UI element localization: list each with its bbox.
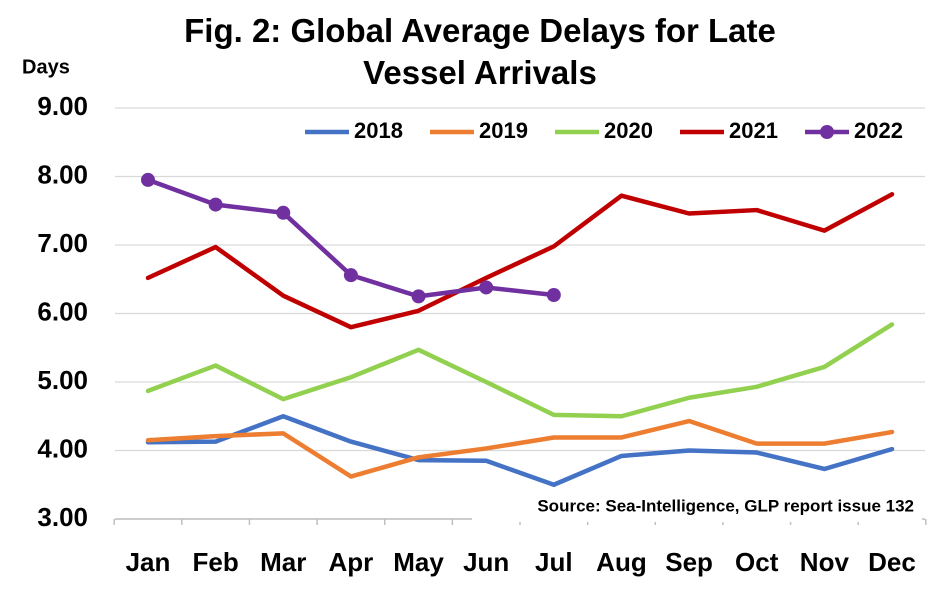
series-marker xyxy=(411,289,426,304)
series-marker xyxy=(208,197,223,212)
y-tick-label: 5.00 xyxy=(37,365,88,395)
series-marker xyxy=(546,288,561,303)
x-tick-label: Feb xyxy=(193,547,239,577)
y-tick-label: 8.00 xyxy=(37,159,88,189)
x-tick-label: Oct xyxy=(735,547,779,577)
x-tick-label: Nov xyxy=(800,547,850,577)
x-tick-label: Aug xyxy=(596,547,647,577)
series-line xyxy=(145,322,895,419)
y-tick-label: 4.00 xyxy=(37,433,88,463)
x-tick-label: Dec xyxy=(868,547,916,577)
series-line xyxy=(145,414,895,487)
x-tick-label: Mar xyxy=(260,547,306,577)
x-tick-label: Jun xyxy=(463,547,509,577)
legend-label: 2022 xyxy=(854,118,903,143)
annotation: Source: Sea-Intelligence, GLP report iss… xyxy=(537,496,914,515)
series-line xyxy=(145,192,895,330)
x-tick-label: Jul xyxy=(535,547,573,577)
legend-label: 2018 xyxy=(354,118,403,143)
series-line xyxy=(145,418,895,479)
legend-label: 2019 xyxy=(479,118,528,143)
series-marker xyxy=(479,280,494,295)
series-marker xyxy=(276,205,291,220)
y-axis-label: Days xyxy=(22,56,70,78)
x-tick-label: Sep xyxy=(665,547,713,577)
x-tick-label: Apr xyxy=(329,547,374,577)
series-marker xyxy=(343,268,358,283)
y-tick-label: 6.00 xyxy=(37,296,88,326)
annotation-bg xyxy=(472,492,922,522)
legend-marker xyxy=(820,125,834,139)
legend-label: 2020 xyxy=(604,118,653,143)
y-tick-label: 3.00 xyxy=(37,502,88,532)
y-tick-label: 7.00 xyxy=(37,228,88,258)
y-tick-label: 9.00 xyxy=(37,91,88,121)
x-tick-label: May xyxy=(393,547,444,577)
series-marker xyxy=(141,172,155,187)
x-tick-label: Jan xyxy=(126,547,171,577)
legend-label: 2021 xyxy=(729,118,778,143)
chart-title: Fig. 2: Global Average Delays for Late V… xyxy=(184,12,776,91)
